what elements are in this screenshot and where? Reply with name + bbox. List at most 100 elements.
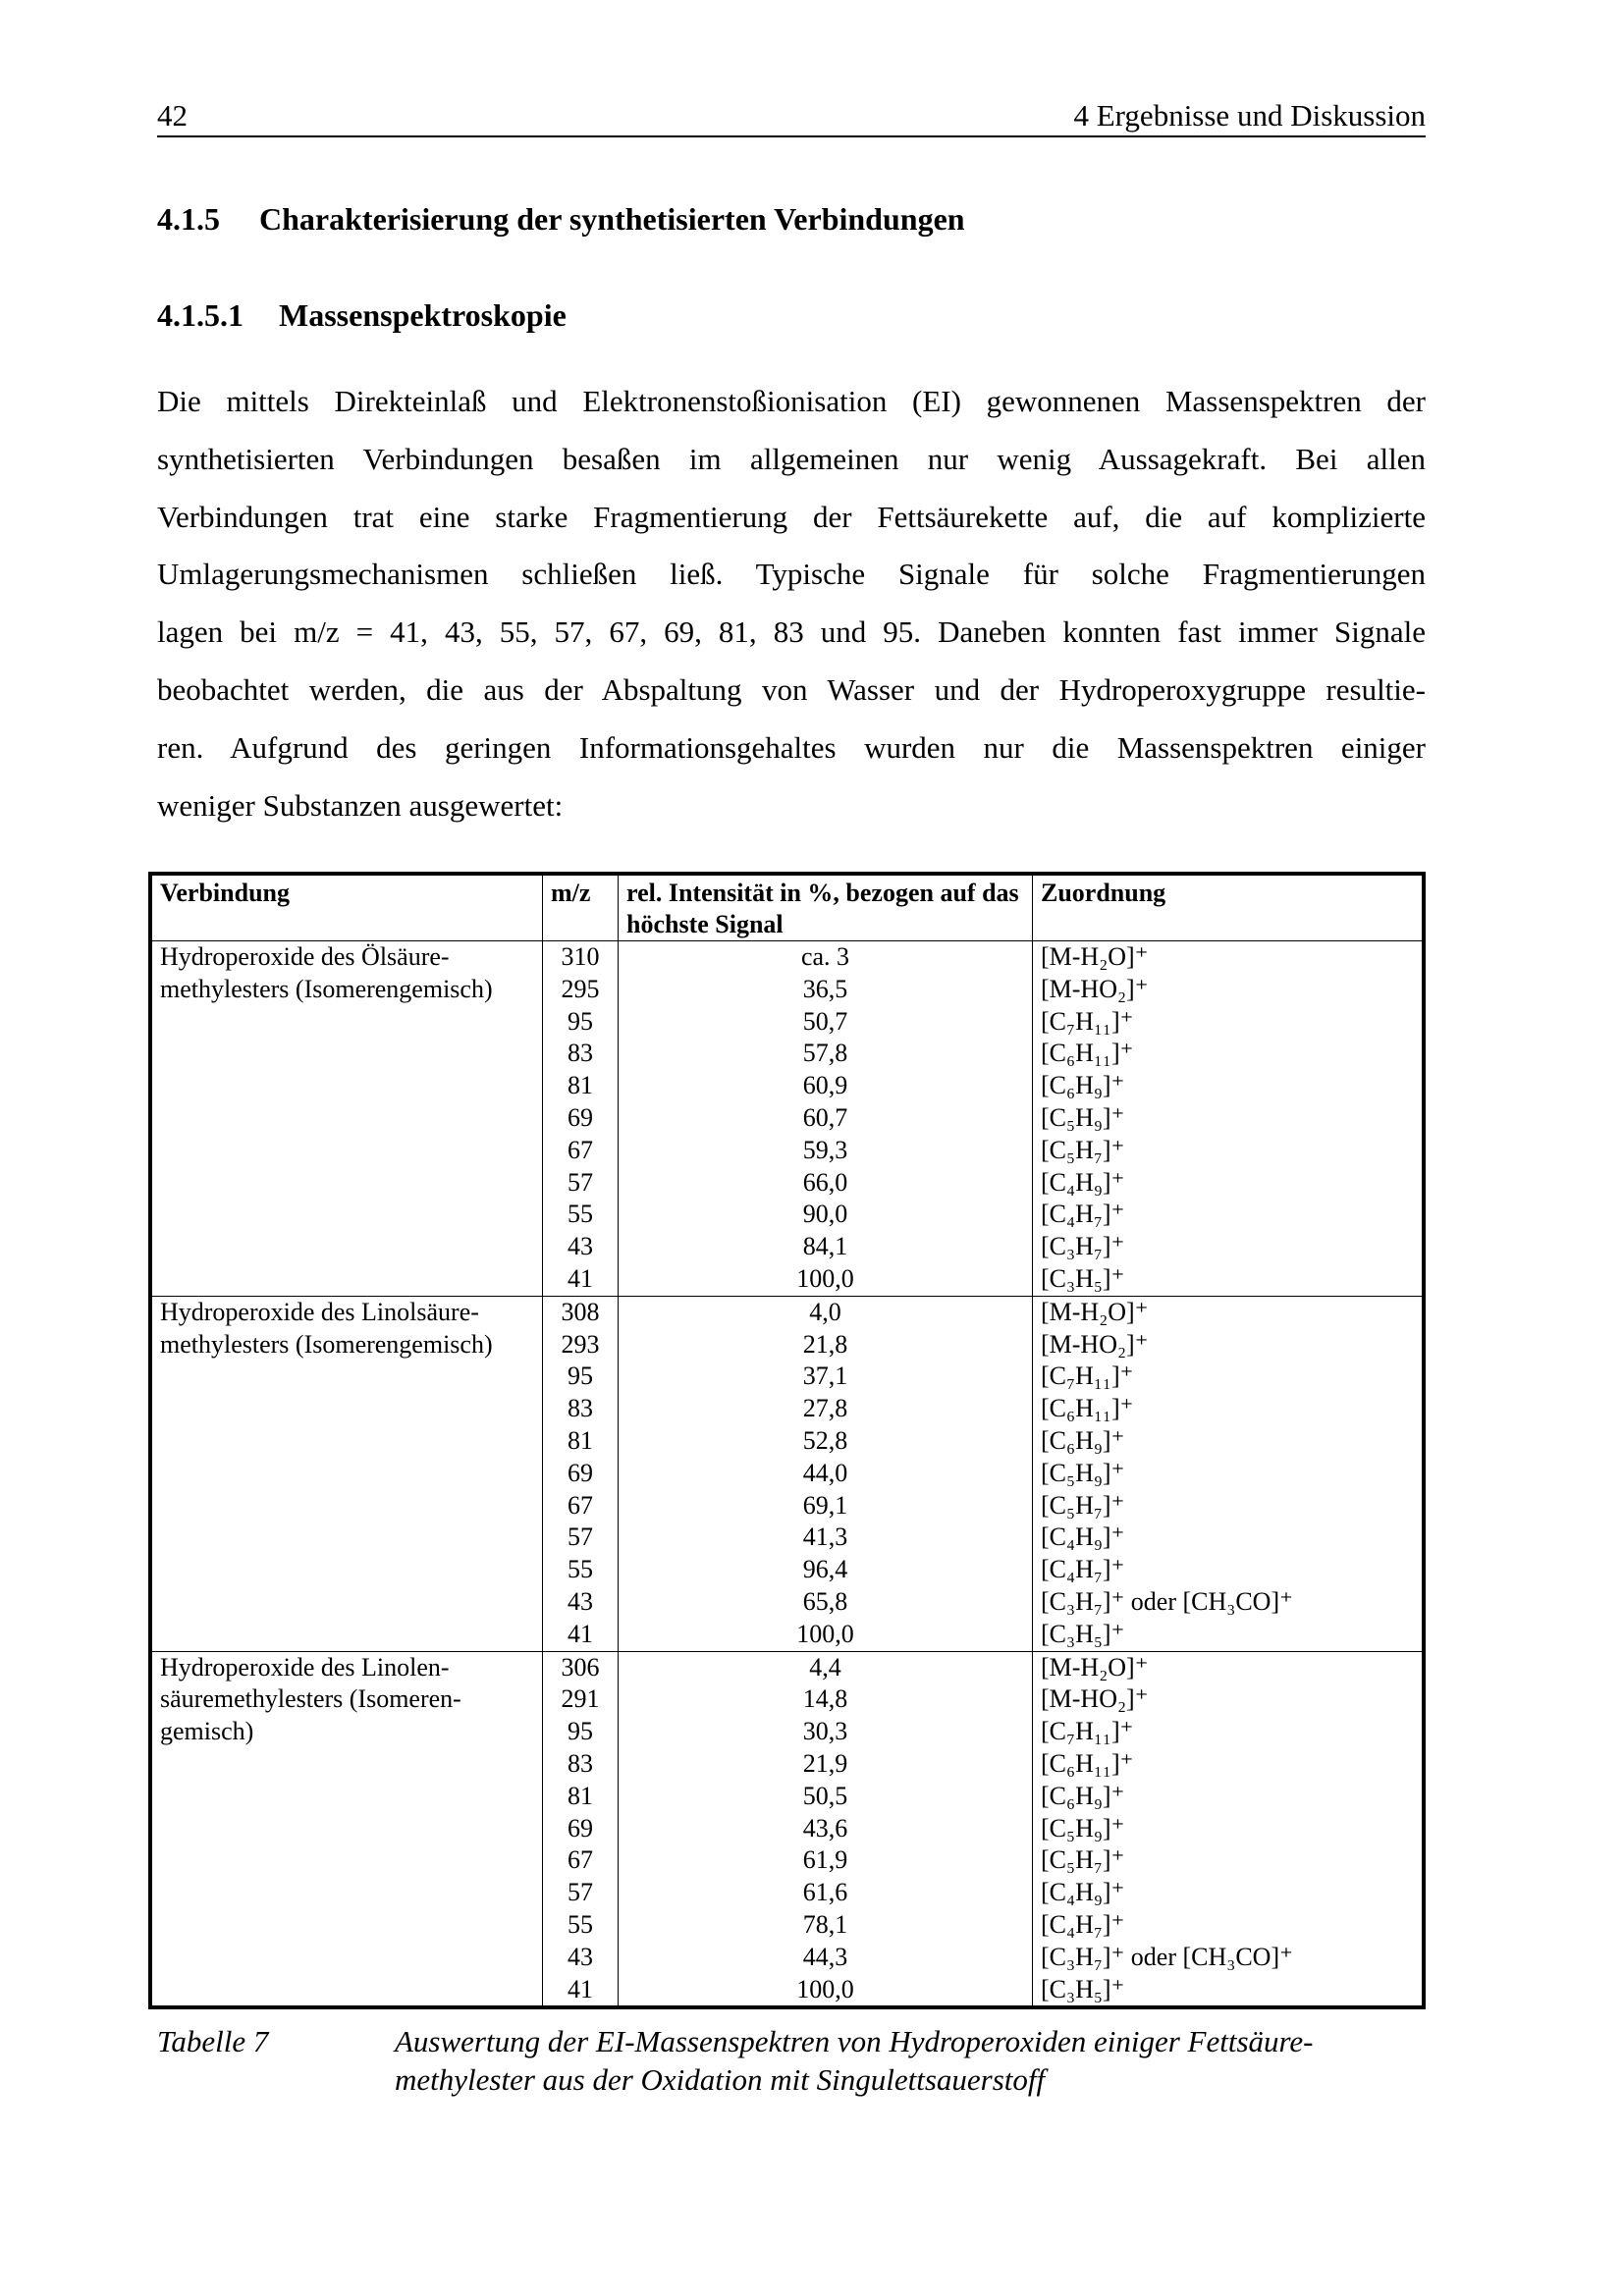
compound-cell: [149, 1973, 543, 2008]
mz-cell: 83: [542, 1393, 619, 1425]
mz-cell: 67: [542, 1844, 619, 1878]
table-row: 67 69,1 [C₅H₇]⁺: [149, 1489, 1424, 1522]
body-paragraph: Die mittels Direkteinlaß und Elektronens…: [157, 373, 1426, 834]
intensity-cell: 37,1: [618, 1361, 1033, 1394]
mz-cell: 81: [542, 1780, 619, 1813]
assignment-cell: [C₄H₇]⁺: [1032, 1199, 1424, 1232]
mz-cell: 306: [542, 1650, 619, 1684]
table-row: Hydroperoxide des Ölsäure- 310 ca. 3 [M-H₂O…: [149, 939, 1424, 974]
intensity-cell: 21,8: [618, 1328, 1033, 1362]
compound-cell: Hydroperoxide des Ölsäure-: [149, 939, 543, 974]
mz-cell: 57: [542, 1877, 619, 1909]
assignment-cell: [C₅H₇]⁺: [1032, 1489, 1424, 1522]
mz-cell: 55: [542, 1554, 619, 1586]
table-row: 81 50,5 [C₆H₉]⁺: [149, 1780, 1424, 1813]
compound-cell: [149, 1199, 543, 1232]
table-row: 69 43,6 [C₅H₉]⁺: [149, 1812, 1424, 1845]
table-row: 83 57,8 [C₆H₁₁]⁺: [149, 1038, 1424, 1071]
compound-cell: [149, 1457, 543, 1490]
assignment-cell: [C₇H₁₁]⁺: [1032, 1005, 1424, 1039]
table-row: 83 27,8 [C₆H₁₁]⁺: [149, 1393, 1424, 1425]
table-row: 69 60,7 [C₅H₉]⁺: [149, 1101, 1424, 1135]
assignment-cell: [M-H₂O]⁺: [1032, 1650, 1424, 1684]
mz-cell: 57: [542, 1166, 619, 1200]
paragraph-line: ren. Aufgrund des geringen Informationsg…: [157, 729, 1426, 765]
mz-cell: 83: [542, 1038, 619, 1071]
assignment-cell: [C₇H₁₁]⁺: [1032, 1361, 1424, 1394]
table-row: 43 84,1 [C₃H₇]⁺: [149, 1231, 1424, 1263]
assignment-cell: [M-HO₂]⁺: [1032, 1683, 1424, 1717]
mz-cell: 308: [542, 1295, 619, 1329]
mz-cell: 293: [542, 1328, 619, 1362]
paragraph-line: lagen bei m/z = 41, 43, 55, 57, 67, 69, …: [157, 614, 1426, 650]
table-row: 43 65,8 [C₃H₇]⁺ oder [CH₃CO]⁺: [149, 1585, 1424, 1619]
table-row: 67 61,9 [C₅H₇]⁺: [149, 1844, 1424, 1878]
assignment-cell: [C₄H₉]⁺: [1032, 1877, 1424, 1909]
intensity-cell: 100,0: [618, 1618, 1033, 1652]
assignment-cell: [C₃H₅]⁺: [1032, 1618, 1424, 1652]
assignment-cell: [C₆H₉]⁺: [1032, 1424, 1424, 1458]
compound-cell: [149, 1780, 543, 1813]
compound-cell: [149, 1812, 543, 1845]
intensity-cell: 59,3: [618, 1134, 1033, 1167]
table-row: methylesters (Isomerengemisch) 293 21,8 [M-…: [149, 1328, 1424, 1362]
table-row: gemisch) 95 30,3 [C₇H₁₁]⁺: [149, 1716, 1424, 1748]
compound-cell: methylesters (Isomerengemisch): [149, 1328, 543, 1362]
table-row: säuremethylesters (Isomeren- 291 14,8 [M-HO…: [149, 1683, 1424, 1717]
assignment-cell: [M-H₂O]⁺: [1032, 939, 1424, 974]
intensity-cell: ca. 3: [618, 939, 1033, 974]
mz-cell: 69: [542, 1812, 619, 1845]
mz-cell: 81: [542, 1070, 619, 1102]
intensity-cell: 44,0: [618, 1457, 1033, 1490]
assignment-cell: [C₅H₇]⁺: [1032, 1134, 1424, 1167]
assignment-cell: [C₆H₁₁]⁺: [1032, 1038, 1424, 1071]
assignment-cell: [C₃H₇]⁺: [1032, 1231, 1424, 1263]
compound-cell: methylesters (Isomerengemisch): [149, 973, 543, 1006]
mz-cell: 43: [542, 1231, 619, 1263]
compound-cell: säuremethylesters (Isomeren-: [149, 1683, 543, 1717]
table-row: 55 78,1 [C₄H₇]⁺: [149, 1908, 1424, 1942]
assignment-cell: [C₅H₉]⁺: [1032, 1812, 1424, 1845]
table-row: 95 37,1 [C₇H₁₁]⁺: [149, 1361, 1424, 1394]
table-row: 41 100,0 [C₃H₅]⁺: [149, 1262, 1424, 1297]
compound-cell: Hydroperoxide des Linolsäure-: [149, 1295, 543, 1329]
mz-cell: 295: [542, 973, 619, 1006]
paragraph-line: Umlagerungsmechanismen schließen ließ. T…: [157, 557, 1426, 592]
paragraph-line: beobachtet werden, die aus der Abspaltun…: [157, 671, 1426, 707]
intensity-cell: 27,8: [618, 1393, 1033, 1425]
table-row: 43 44,3 [C₃H₇]⁺ oder [CH₃CO]⁺: [149, 1941, 1424, 1974]
caption-text: Auswertung der EI-Massenspektren von Hyd…: [395, 2024, 1314, 2097]
mz-cell: 310: [542, 939, 619, 974]
table-row: methylesters (Isomerengemisch) 295 36,5 [M-…: [149, 973, 1424, 1006]
mz-cell: 67: [542, 1489, 619, 1522]
compound-cell: [149, 1134, 543, 1167]
compound-cell: [149, 1554, 543, 1586]
intensity-cell: 78,1: [618, 1908, 1033, 1942]
compound-cell: [149, 1585, 543, 1619]
mass-spectra-table: Verbindung m/z rel. Intensität in %, bez…: [148, 872, 1426, 2010]
assignment-cell: [C₄H₇]⁺: [1032, 1908, 1424, 1942]
table-header-row: Verbindung m/z rel. Intensität in %, bez…: [149, 874, 1424, 941]
header-mz: m/z: [542, 874, 619, 941]
compound-cell: [149, 1522, 543, 1555]
assignment-cell: [C₆H₁₁]⁺: [1032, 1393, 1424, 1425]
compound-cell: [149, 1361, 543, 1394]
table-row: 81 60,9 [C₆H₉]⁺: [149, 1070, 1424, 1102]
compound-cell: [149, 1489, 543, 1522]
intensity-cell: 4,0: [618, 1295, 1033, 1329]
table-row: 57 61,6 [C₄H₉]⁺: [149, 1877, 1424, 1909]
intensity-cell: 21,9: [618, 1747, 1033, 1781]
mz-cell: 69: [542, 1457, 619, 1490]
assignment-cell: [C₇H₁₁]⁺: [1032, 1716, 1424, 1748]
table-row: 55 90,0 [C₄H₇]⁺: [149, 1199, 1424, 1232]
compound-cell: [149, 1393, 543, 1425]
paragraph-line: Verbindungen trat eine starke Fragmentie…: [157, 499, 1426, 534]
assignment-cell: [C₅H₉]⁺: [1032, 1457, 1424, 1490]
mz-cell: 95: [542, 1005, 619, 1039]
intensity-cell: 90,0: [618, 1199, 1033, 1232]
assignment-cell: [C₆H₉]⁺: [1032, 1780, 1424, 1813]
section-title: Charakterisierung der synthetisierten Ve…: [259, 201, 965, 237]
mz-cell: 95: [542, 1361, 619, 1394]
compound-cell: [149, 1877, 543, 1909]
header-assignment: Zuordnung: [1032, 874, 1424, 941]
